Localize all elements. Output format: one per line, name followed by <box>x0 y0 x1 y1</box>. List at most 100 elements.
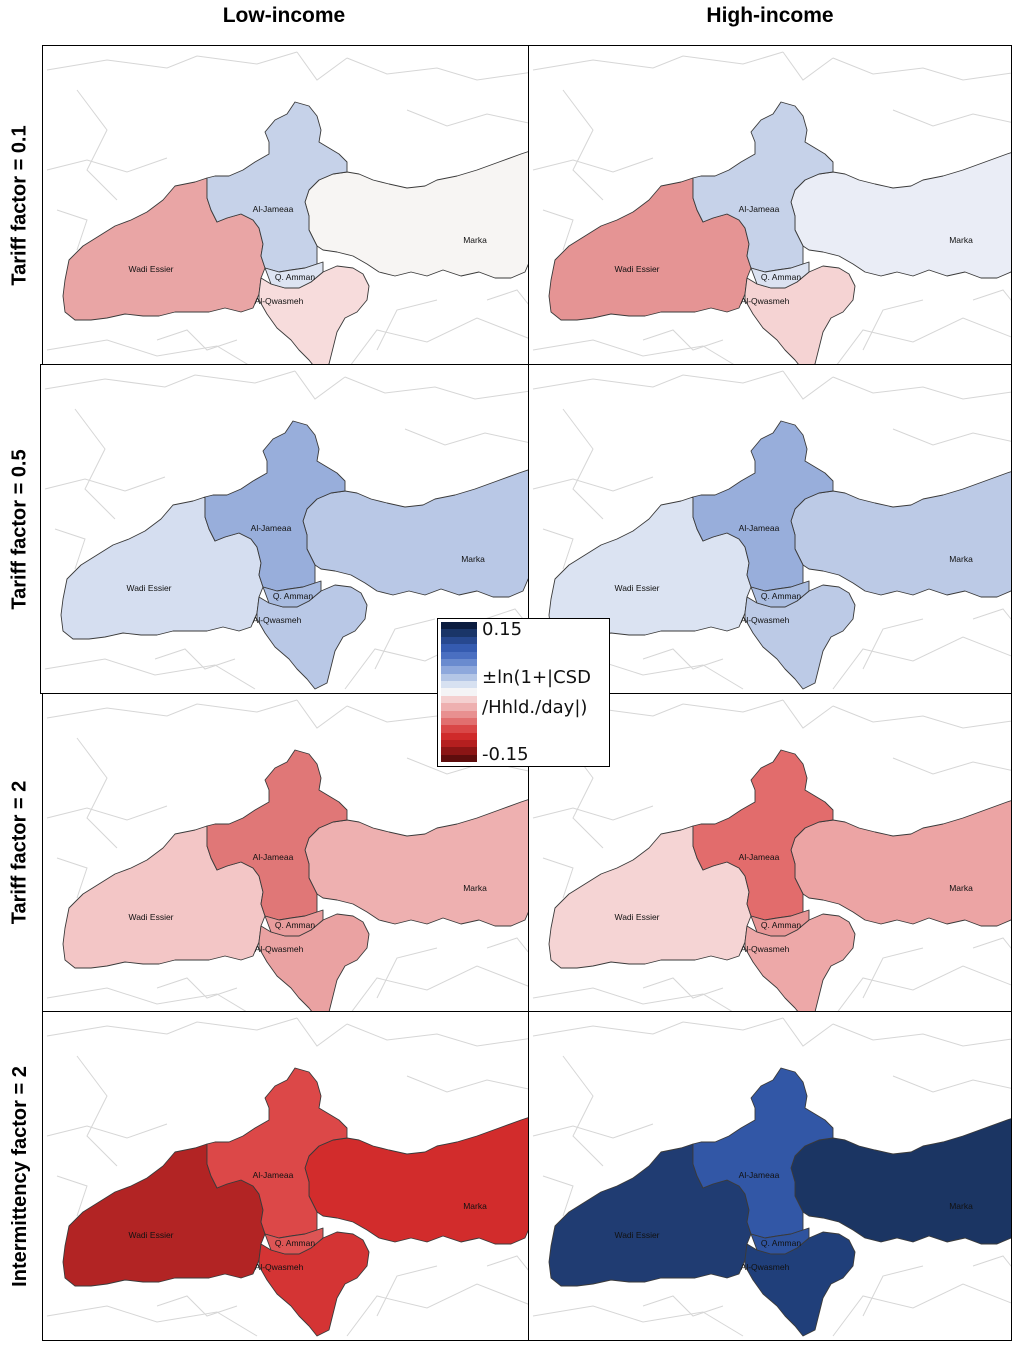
district-label-al-jameaa: Al-Jameaa <box>739 523 780 533</box>
background-boundary-line <box>376 1265 438 1317</box>
background-boundary-line <box>56 209 88 251</box>
background-boundary-line <box>532 1123 654 1139</box>
legend-color-step <box>441 636 477 645</box>
district-label-al-jameaa: Al-Jameaa <box>739 204 780 214</box>
background-boundary-line <box>346 57 528 81</box>
legend-color-step <box>441 740 477 748</box>
district-marka <box>304 799 528 927</box>
map-svg: Marka Wadi Essier Al-Jameaa Al-Qwasmeh Q. Am… <box>44 370 528 690</box>
background-boundary-line <box>532 51 784 71</box>
background-boundary-line <box>832 636 1011 690</box>
background-boundary-line <box>46 805 168 821</box>
background-boundary-line <box>46 987 247 1011</box>
background-boundary-line <box>542 857 574 899</box>
background-boundary-line <box>562 89 604 201</box>
background-boundary-line <box>782 51 834 81</box>
district-label-q-amman: Q. Amman <box>761 1238 801 1248</box>
district-label-q-amman: Q. Amman <box>275 1238 315 1248</box>
district-label-al-qwasmeh: Al-Qwasmeh <box>741 296 790 306</box>
district-label-q-amman: Q. Amman <box>761 920 801 930</box>
district-label-q-amman: Q. Amman <box>275 920 315 930</box>
district-marka <box>790 471 1011 598</box>
background-boundary-line <box>46 1305 258 1337</box>
color-legend: 0.15 ±ln(1+|CSD /Hhld./day|) -0.15 <box>437 618 610 767</box>
background-boundary-line <box>892 428 1011 446</box>
legend-color-step <box>441 644 477 652</box>
district-label-q-amman: Q. Amman <box>273 591 313 601</box>
background-boundary-line <box>346 1023 528 1047</box>
background-boundary-line <box>156 1295 238 1317</box>
background-boundary-line <box>76 89 118 201</box>
legend-color-step <box>441 710 477 718</box>
district-label-wadi-essier: Wadi Essier <box>128 912 173 922</box>
background-boundary-line <box>351 965 528 1011</box>
column-title-low-income: Low-income <box>222 4 346 27</box>
background-boundary-line <box>46 157 168 173</box>
background-boundary-line <box>156 977 238 999</box>
background-boundary-line <box>486 937 528 953</box>
district-al-jameaa <box>692 101 834 273</box>
district-al-jameaa <box>206 1067 348 1239</box>
district-label-al-qwasmeh: Al-Qwasmeh <box>255 944 304 954</box>
background-boundary-line <box>782 370 834 400</box>
district-al-jameaa <box>206 749 348 921</box>
map-svg: Marka Wadi Essier Al-Jameaa Al-Qwasmeh Q. Am… <box>532 51 1011 364</box>
map-svg: Marka Wadi Essier Al-Jameaa Al-Qwasmeh Q. Am… <box>532 370 1011 690</box>
legend-max-label: 0.15 <box>482 619 523 640</box>
row-title-wrap-1: Tariff factor = 0.5 <box>0 365 40 693</box>
background-boundary-line <box>44 476 166 492</box>
background-boundary-line <box>532 987 733 1011</box>
district-label-marka: Marka <box>463 235 487 245</box>
district-label-q-amman: Q. Amman <box>275 272 315 282</box>
background-boundary-line <box>296 1017 348 1047</box>
background-boundary-line <box>532 157 654 173</box>
background-boundary-line <box>542 209 574 251</box>
district-label-marka: Marka <box>463 883 487 893</box>
background-boundary-line <box>782 699 834 729</box>
legend-color-step <box>441 725 477 733</box>
background-boundary-line <box>862 947 924 999</box>
district-label-al-qwasmeh: Al-Qwasmeh <box>741 1262 790 1272</box>
map-panel-intermittency-2-high: Marka Wadi Essier Al-Jameaa Al-Qwasmeh Q. Am… <box>528 1011 1012 1341</box>
background-boundary-line <box>404 428 528 446</box>
background-boundary-line <box>532 1017 784 1037</box>
legend-color-step <box>441 622 477 630</box>
background-boundary-line <box>56 1175 88 1217</box>
district-al-jameaa <box>692 1067 834 1239</box>
background-boundary-line <box>76 737 118 849</box>
map-panel-tariff-0-1-low: Marka Wadi Essier Al-Jameaa Al-Qwasmeh Q. Am… <box>42 45 529 365</box>
background-boundary-line <box>892 1075 1011 1093</box>
column-title-high-income: High-income <box>706 4 834 27</box>
district-label-marka: Marka <box>463 1201 487 1211</box>
background-boundary-line <box>562 408 604 520</box>
legend-title-line2: /Hhld./day|) <box>482 697 588 718</box>
background-boundary-line <box>832 1283 1011 1337</box>
background-boundary-line <box>782 1017 834 1047</box>
background-boundary-line <box>532 805 654 821</box>
background-boundary-line <box>862 299 924 351</box>
district-al-jameaa <box>204 420 346 592</box>
district-q-amman <box>750 261 810 289</box>
district-marka <box>790 152 1011 279</box>
district-label-wadi-essier: Wadi Essier <box>128 264 173 274</box>
district-label-al-qwasmeh: Al-Qwasmeh <box>253 615 302 625</box>
map-svg: Marka Wadi Essier Al-Jameaa Al-Qwasmeh Q. Am… <box>532 699 1011 1011</box>
district-al-jameaa <box>692 420 834 592</box>
map-svg: Marka Wadi Essier Al-Jameaa Al-Qwasmeh Q. Am… <box>46 1017 528 1337</box>
background-boundary-line <box>832 705 1011 729</box>
district-label-wadi-essier: Wadi Essier <box>614 583 659 593</box>
background-boundary-line <box>642 648 724 670</box>
district-label-al-qwasmeh: Al-Qwasmeh <box>255 1262 304 1272</box>
background-boundary-line <box>344 376 528 400</box>
district-label-marka: Marka <box>949 554 973 564</box>
map-panel-intermittency-2-low: Marka Wadi Essier Al-Jameaa Al-Qwasmeh Q. Am… <box>42 1011 529 1341</box>
background-boundary-line <box>296 699 348 729</box>
background-boundary-line <box>532 1305 744 1337</box>
background-boundary-line <box>46 51 298 71</box>
row-title-tariff-0-1: Tariff factor = 0.1 <box>8 124 31 286</box>
background-boundary-line <box>374 618 436 670</box>
background-boundary-line <box>154 648 236 670</box>
district-marka <box>304 151 528 279</box>
district-label-al-jameaa: Al-Jameaa <box>251 523 292 533</box>
background-boundary-line <box>837 965 1011 1011</box>
